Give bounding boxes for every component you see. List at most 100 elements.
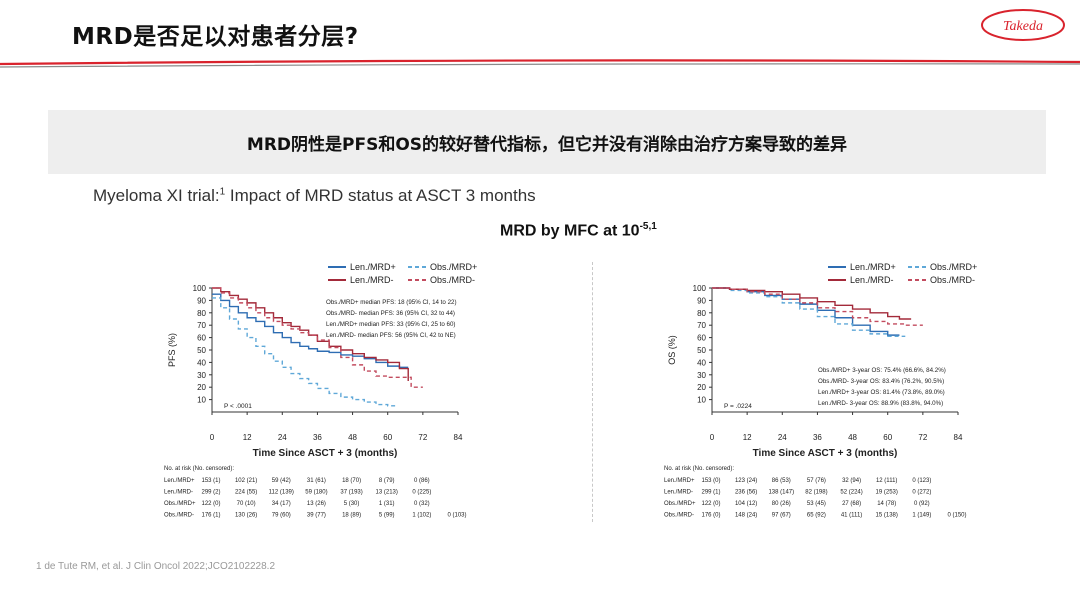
risk-cell: 176 (0) bbox=[701, 513, 720, 519]
risk-cell: 65 (92) bbox=[807, 513, 826, 519]
y-tick-label: 30 bbox=[197, 371, 206, 380]
y-tick-label: 50 bbox=[697, 346, 706, 355]
risk-cell: 5 (30) bbox=[344, 501, 360, 507]
risk-cell: 32 (94) bbox=[842, 478, 861, 484]
risk-cell: 130 (26) bbox=[235, 513, 257, 519]
y-tick-label: 70 bbox=[697, 321, 706, 330]
y-tick-label: 60 bbox=[197, 334, 206, 343]
y-tick-label: 80 bbox=[697, 309, 706, 318]
x-tick-label: 24 bbox=[778, 433, 787, 442]
risk-cell: 39 (77) bbox=[307, 513, 326, 519]
risk-cell: 19 (253) bbox=[876, 490, 898, 496]
y-tick-label: 30 bbox=[697, 371, 706, 380]
risk-cell: 148 (24) bbox=[735, 513, 757, 519]
y-tick-label: 20 bbox=[697, 383, 706, 392]
risk-cell: 13 (26) bbox=[307, 501, 326, 507]
median-annotation: Obs./MRD- median PFS: 36 (95% CI, 32 to … bbox=[326, 310, 455, 317]
logo-text: Takeda bbox=[1003, 19, 1043, 34]
risk-row-label: Obs./MRD+ bbox=[164, 501, 196, 507]
risk-cell: 0 (123) bbox=[912, 478, 931, 484]
x-tick-label: 84 bbox=[954, 433, 963, 442]
curve-lenmrd+ bbox=[212, 293, 409, 369]
risk-cell: 15 (138) bbox=[876, 513, 898, 519]
legend-label: Len./MRD- bbox=[350, 275, 394, 285]
y-tick-label: 10 bbox=[197, 396, 206, 405]
risk-cell: 5 (99) bbox=[379, 513, 395, 519]
y-tick-label: 90 bbox=[197, 296, 206, 305]
risk-table-header: No. at risk (No. censored): bbox=[664, 466, 734, 472]
risk-cell: 79 (60) bbox=[272, 513, 291, 519]
risk-table-header: No. at risk (No. censored): bbox=[164, 466, 234, 472]
risk-row-label: Obs./MRD- bbox=[664, 513, 694, 519]
y-tick-label: 40 bbox=[197, 358, 206, 367]
risk-cell: 122 (0) bbox=[701, 501, 720, 507]
curve-obsmrd- bbox=[212, 287, 423, 388]
risk-cell: 153 (1) bbox=[201, 478, 220, 484]
risk-cell: 112 (139) bbox=[269, 490, 294, 496]
y-tick-label: 70 bbox=[197, 321, 206, 330]
risk-cell: 18 (89) bbox=[342, 513, 361, 519]
risk-cell: 138 (147) bbox=[768, 490, 794, 496]
slide-title: MRD是否足以对患者分层? bbox=[72, 24, 359, 50]
x-tick-label: 60 bbox=[383, 433, 392, 442]
x-tick-label: 48 bbox=[348, 433, 357, 442]
risk-cell: 18 (70) bbox=[342, 478, 361, 484]
curve-lenmrd+ bbox=[712, 287, 900, 336]
median-annotation: Obs./MRD- 3-year OS: 83.4% (76.2%, 90.5%… bbox=[818, 378, 944, 385]
x-tick-label: 0 bbox=[710, 433, 715, 442]
y-tick-label: 20 bbox=[197, 383, 206, 392]
risk-cell: 0 (150) bbox=[947, 513, 966, 519]
chart-heading: MRD by MFC at 10-5,1 bbox=[500, 221, 657, 240]
pfs-km-chart: Len./MRD+ Obs./MRD+ Len./MRD- Obs./MRD- 10 20… bbox=[164, 262, 477, 519]
header-swoosh bbox=[0, 59, 1080, 68]
risk-cell: 82 (198) bbox=[805, 490, 827, 496]
y-tick-label: 50 bbox=[197, 346, 206, 355]
risk-cell: 299 (1) bbox=[701, 490, 720, 496]
p-value: P = .0224 bbox=[724, 403, 752, 410]
panel-divider bbox=[592, 262, 593, 522]
risk-cell: 0 (272) bbox=[912, 490, 931, 496]
risk-row-label: Len./MRD+ bbox=[164, 478, 195, 484]
risk-row-label: Obs./MRD- bbox=[164, 513, 194, 519]
x-tick-label: 24 bbox=[278, 433, 287, 442]
x-tick-label: 72 bbox=[918, 433, 927, 442]
y-axis-label: PFS (%) bbox=[167, 333, 177, 367]
risk-cell: 0 (225) bbox=[412, 490, 431, 496]
x-tick-label: 12 bbox=[243, 433, 252, 442]
risk-cell: 224 (55) bbox=[235, 490, 257, 496]
x-tick-label: 36 bbox=[313, 433, 322, 442]
risk-row-label: Len./MRD- bbox=[664, 490, 693, 496]
median-annotation: Len./MRD+ median PFS: 33 (95% CI, 25 to … bbox=[326, 321, 455, 328]
risk-cell: 80 (26) bbox=[772, 501, 791, 507]
p-value: P < .0001 bbox=[224, 403, 252, 410]
x-tick-label: 48 bbox=[848, 433, 857, 442]
risk-cell: 1 (102) bbox=[412, 513, 431, 519]
risk-cell: 97 (67) bbox=[772, 513, 791, 519]
key-message-banner: MRD阴性是PFS和OS的较好替代指标，但它并没有消除由治疗方案导致的差异 bbox=[48, 110, 1046, 174]
risk-cell: 1 (31) bbox=[379, 501, 395, 507]
x-axis-label: Time Since ASCT + 3 (months) bbox=[253, 448, 398, 459]
legend-label: Len./MRD+ bbox=[850, 262, 896, 272]
risk-cell: 52 (224) bbox=[840, 490, 862, 496]
y-tick-label: 100 bbox=[693, 284, 707, 293]
risk-cell: 0 (103) bbox=[447, 513, 466, 519]
risk-cell: 31 (61) bbox=[307, 478, 326, 484]
x-tick-label: 36 bbox=[813, 433, 822, 442]
risk-cell: 53 (45) bbox=[807, 501, 826, 507]
x-tick-label: 12 bbox=[743, 433, 752, 442]
risk-cell: 57 (76) bbox=[807, 478, 826, 484]
y-tick-label: 40 bbox=[697, 358, 706, 367]
y-tick-label: 60 bbox=[697, 334, 706, 343]
risk-cell: 70 (10) bbox=[237, 501, 256, 507]
risk-cell: 59 (42) bbox=[272, 478, 291, 484]
curve-obsmrd- bbox=[712, 287, 923, 326]
legend-label: Obs./MRD+ bbox=[430, 262, 477, 272]
median-annotation: Len./MRD- median PFS: 56 (95% CI, 42 to … bbox=[326, 332, 456, 339]
x-tick-label: 84 bbox=[454, 433, 463, 442]
legend-label: Obs./MRD- bbox=[930, 275, 975, 285]
legend-label: Len./MRD+ bbox=[350, 262, 396, 272]
takeda-logo: Takeda bbox=[981, 9, 1065, 41]
risk-cell: 236 (56) bbox=[735, 490, 757, 496]
trial-subtitle: Myeloma XI trial:1 Impact of MRD status … bbox=[93, 186, 536, 205]
legend-label: Len./MRD- bbox=[850, 275, 894, 285]
